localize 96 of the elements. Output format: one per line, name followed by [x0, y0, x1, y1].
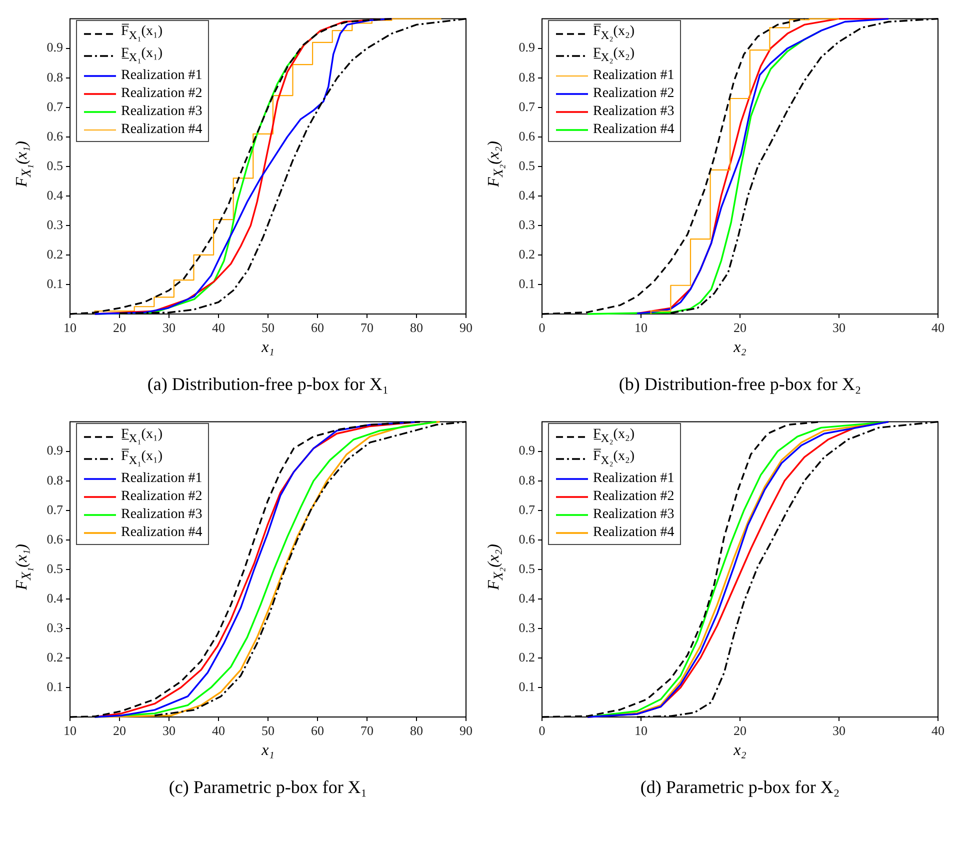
- y-tick-label: 0.4: [46, 590, 64, 606]
- legend-label: Realization #3: [593, 102, 674, 121]
- x-tick-label: 40: [932, 320, 944, 336]
- x-tick-label: 70: [360, 320, 374, 336]
- y-tick-label: 0.6: [518, 531, 536, 546]
- x-tick-label: 30: [832, 723, 846, 738]
- y-tick-label: 0.2: [46, 649, 63, 664]
- y-tick-label: 0.4: [518, 187, 536, 202]
- y-tick-label: 0.7: [46, 98, 64, 114]
- y-tick-label: 0.9: [518, 40, 535, 55]
- x-tick-label: 20: [113, 723, 126, 738]
- x-axis-title: x₁: [260, 338, 276, 358]
- y-tick-label: 0.3: [46, 216, 63, 232]
- legend-label: Realization #2: [593, 84, 674, 103]
- x-tick-label: 50: [262, 723, 274, 738]
- y-tick-label: 0.1: [518, 678, 535, 694]
- y-tick-label: 0.3: [46, 620, 63, 635]
- x-tick-label: 10: [634, 723, 648, 738]
- text: (a) Distribution-free p-box for X₁: [146, 374, 390, 395]
- x-tick-label: 90: [460, 320, 472, 336]
- legend-label: Realization #1: [593, 66, 674, 85]
- y-tick-label: 0.6: [46, 128, 64, 144]
- y-tick-label: 0.5: [518, 560, 535, 576]
- y-tick-label: 0.1: [46, 276, 63, 291]
- x-tick-label: 0: [538, 320, 546, 336]
- x-tick-label: 20: [113, 320, 126, 336]
- legend-label: Realization #4: [593, 120, 674, 139]
- y-tick-label: 0.3: [518, 216, 535, 232]
- legend-label: F̲$_{X₁}$(x₁): [121, 426, 162, 447]
- y-tick-label: 0.8: [46, 69, 63, 84]
- y-tick-label: 0.2: [518, 649, 535, 664]
- legend-label: Realization #2: [121, 84, 202, 103]
- x-tick-label: 30: [162, 320, 176, 336]
- y-tick-label: 0.9: [46, 442, 63, 458]
- legend-label: F̅$_{X₂}$(x₂): [593, 23, 634, 44]
- legend-label: Realization #3: [121, 102, 202, 121]
- legend-label: Realization #4: [121, 120, 202, 139]
- y-tick-label: 0.7: [46, 502, 64, 517]
- y-tick-label: 0.3: [518, 620, 535, 635]
- x-tick-label: 70: [360, 723, 374, 738]
- y-tick-label: 0.5: [46, 158, 63, 173]
- text: (d) Parametric p-box for X₂: [639, 777, 841, 798]
- y-tick-label: 0.2: [518, 246, 535, 262]
- x-tick-label: 40: [212, 320, 225, 336]
- y-tick-label: 0.9: [46, 40, 63, 55]
- legend-label: Realization #3: [121, 506, 202, 524]
- legend-label: Realization #2: [121, 488, 202, 506]
- x-tick-label: 60: [311, 320, 324, 336]
- legend-label: Realization #1: [121, 470, 202, 488]
- y-tick-label: 0.7: [518, 502, 536, 517]
- x-tick-label: 30: [162, 723, 176, 738]
- text: (b) Distribution-free p-box for X₂: [618, 374, 862, 395]
- legend-label: Realization #3: [593, 506, 674, 524]
- legend-label: Realization #1: [593, 470, 674, 488]
- legend-label: F̅$_{X₂}$(x₂): [593, 448, 634, 469]
- y-tick-label: 0.1: [46, 678, 63, 694]
- y-tick-label: 0.2: [46, 246, 63, 262]
- y-tick-label: 0.4: [46, 187, 64, 202]
- legend-label: F̅$_{X₁}$(x₁): [121, 23, 162, 44]
- x-tick-label: 0: [538, 723, 546, 738]
- x-tick-label: 30: [832, 320, 846, 336]
- x-tick-label: 90: [460, 723, 472, 738]
- x-tick-label: 10: [64, 320, 76, 336]
- y-tick-label: 0.7: [518, 98, 536, 114]
- y-tick-label: 0.5: [46, 560, 63, 576]
- y-tick-label: 0.8: [46, 472, 63, 488]
- y-tick-label: 0.1: [518, 276, 535, 291]
- legend-label: F̲$_{X₁}$(x₁): [121, 44, 162, 66]
- legend-label: Realization #4: [593, 524, 674, 542]
- x-tick-label: 50: [262, 320, 274, 336]
- y-tick-label: 0.9: [518, 442, 535, 458]
- x-axis-title: x₁: [260, 741, 276, 761]
- y-tick-label: 0.6: [46, 531, 64, 546]
- y-tick-label: 0.5: [518, 158, 535, 173]
- legend-label: F̲$_{X₂}$(x₂): [593, 426, 634, 447]
- x-tick-label: 60: [311, 723, 324, 738]
- x-tick-label: 80: [410, 320, 423, 336]
- legend-label: Realization #2: [593, 488, 674, 506]
- y-tick-label: 0.6: [518, 128, 536, 144]
- x-tick-label: 20: [734, 723, 746, 738]
- y-tick-label: 0.8: [518, 69, 535, 84]
- legend-label: F̲$_{X₂}$(x₂): [593, 44, 634, 66]
- legend-label: Realization #1: [121, 66, 202, 85]
- x-tick-label: 20: [734, 320, 746, 336]
- x-tick-label: 10: [64, 723, 76, 738]
- x-tick-label: 80: [410, 723, 423, 738]
- text: (c) Parametric p-box for X₁: [168, 777, 368, 798]
- y-tick-label: 0.4: [518, 590, 536, 606]
- x-tick-label: 10: [634, 320, 648, 336]
- legend-label: Realization #4: [121, 524, 202, 542]
- x-axis-title: x₂: [732, 741, 748, 761]
- x-axis-title: x₂: [732, 338, 748, 358]
- legend-label: F̅$_{X₁}$(x₁): [121, 448, 162, 469]
- x-tick-label: 40: [932, 723, 944, 738]
- y-tick-label: 0.8: [518, 472, 535, 488]
- x-tick-label: 40: [212, 723, 225, 738]
